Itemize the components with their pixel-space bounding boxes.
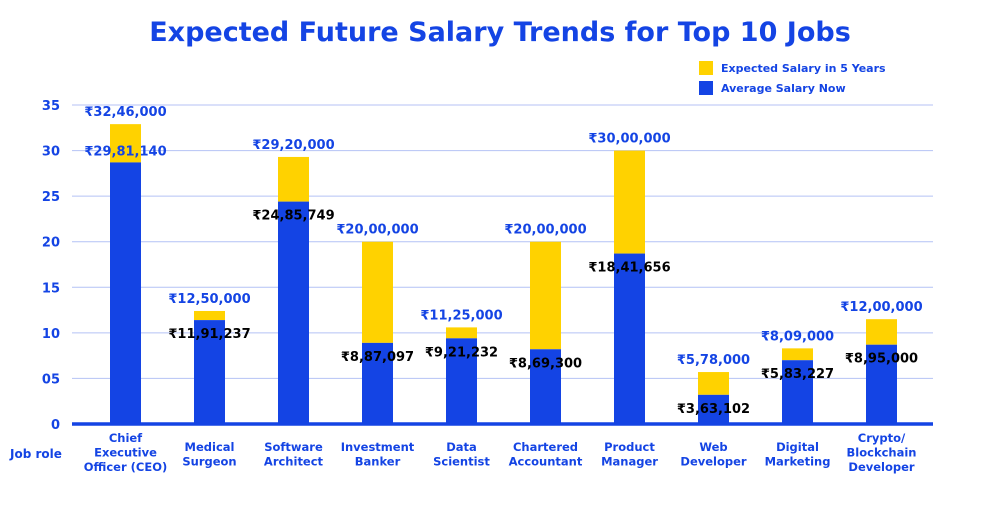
bar-current <box>698 394 729 424</box>
bar-current <box>614 253 645 424</box>
x-tick-label: Digital <box>776 440 819 454</box>
y-tick-label: 20 <box>42 236 60 251</box>
x-tick-label: Developer <box>680 455 747 469</box>
legend-swatch-current <box>699 81 713 95</box>
bar-expected <box>866 319 897 345</box>
y-tick-label: 30 <box>42 145 60 160</box>
legend: Expected Salary in 5 Years Average Salar… <box>699 61 886 95</box>
bar-current <box>362 342 393 424</box>
x-tick-label: Manager <box>601 455 658 469</box>
data-label-expected: ₹11,25,000 <box>420 308 502 323</box>
data-label-current: ₹9,21,232 <box>425 345 498 360</box>
x-tick-label: Investment <box>341 440 415 454</box>
bar-expected <box>278 156 309 202</box>
x-tick-label: Medical <box>185 440 235 454</box>
x-tick-label: Chief <box>109 431 143 445</box>
x-tick-label: Banker <box>355 455 401 469</box>
bar-current <box>530 349 561 424</box>
data-label-current: ₹8,69,300 <box>509 356 582 371</box>
bar-expected <box>446 327 477 339</box>
bar-expected <box>362 241 393 343</box>
bars <box>110 124 897 425</box>
x-tick-label: Data <box>446 440 477 454</box>
x-axis-label: Job role <box>9 447 62 461</box>
data-label-expected: ₹20,00,000 <box>504 223 586 238</box>
x-tick-label: Accountant <box>509 455 583 469</box>
x-tick-label: Executive <box>94 446 157 460</box>
y-tick-label: 35 <box>42 99 60 114</box>
data-label-expected: ₹5,78,000 <box>677 353 750 368</box>
x-tick-label: Web <box>699 440 727 454</box>
data-label-current: ₹24,85,749 <box>252 209 334 224</box>
bar-expected <box>530 241 561 350</box>
bar-current <box>782 360 813 424</box>
data-label-expected: ₹29,20,000 <box>252 138 334 153</box>
data-label-current: ₹3,63,102 <box>677 402 750 417</box>
legend-swatch-expected <box>699 61 713 75</box>
data-label-current: ₹18,41,656 <box>588 261 670 276</box>
data-label-current: ₹8,87,097 <box>341 350 414 365</box>
chart-title: Expected Future Salary Trends for Top 10… <box>149 17 851 48</box>
bar-expected <box>110 124 141 163</box>
data-label-current: ₹8,95,000 <box>845 352 918 367</box>
bar-current <box>278 201 309 424</box>
x-tick-label: Software <box>264 440 323 454</box>
x-tick-label: Surgeon <box>182 455 236 469</box>
data-label-current: ₹5,83,227 <box>761 367 834 382</box>
x-tick-label: Developer <box>848 460 915 474</box>
y-tick-label: 0 <box>51 418 60 433</box>
data-label-expected: ₹32,46,000 <box>84 105 166 120</box>
data-label-expected: ₹20,00,000 <box>336 223 418 238</box>
x-tick-label: Blockchain <box>847 446 917 460</box>
bar-expected <box>194 310 225 321</box>
legend-label-current: Average Salary Now <box>721 82 846 95</box>
x-tick-label: Chartered <box>513 440 578 454</box>
y-tick-label: 15 <box>42 281 60 296</box>
bar-current <box>110 162 141 425</box>
data-label-current: ₹11,91,237 <box>168 327 250 342</box>
y-tick-label: 25 <box>42 190 60 205</box>
data-label-expected: ₹12,00,000 <box>840 300 922 315</box>
x-tick-label: Officer (CEO) <box>84 460 167 474</box>
legend-label-expected: Expected Salary in 5 Years <box>721 62 886 75</box>
x-tick-label: Scientist <box>433 455 490 469</box>
x-tick-label: Architect <box>264 455 324 469</box>
bar-expected <box>614 150 645 254</box>
data-label-expected: ₹8,09,000 <box>761 329 834 344</box>
bar-expected <box>698 372 729 395</box>
data-label-current: ₹29,81,140 <box>84 144 166 159</box>
x-tick-label: Marketing <box>765 455 831 469</box>
data-labels: ₹32,46,000 ₹29,81,140 ₹12,50,000 ₹11,91,237… <box>84 105 922 417</box>
bar-current <box>866 344 897 424</box>
y-axis: 0 05 10 15 20 25 30 35 <box>42 99 60 433</box>
bar-current <box>194 320 225 424</box>
x-tick-label: Crypto/ <box>858 431 906 445</box>
bar-current <box>446 338 477 424</box>
x-tick-label: Product <box>604 440 655 454</box>
y-tick-label: 05 <box>42 372 60 387</box>
bar-expected <box>782 348 813 361</box>
data-label-expected: ₹12,50,000 <box>168 292 250 307</box>
data-label-expected: ₹30,00,000 <box>588 132 670 147</box>
y-tick-label: 10 <box>42 327 60 342</box>
